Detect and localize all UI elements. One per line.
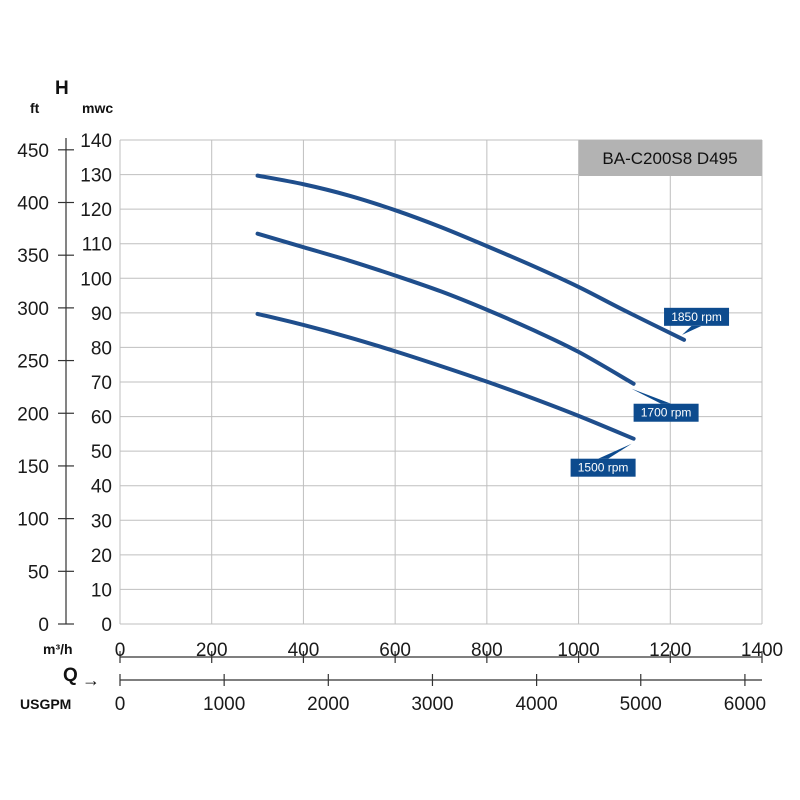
y-tick-label-ft: 50 bbox=[28, 562, 49, 583]
rpm-label-text: 1850 rpm bbox=[671, 310, 722, 324]
flow-symbol: Q bbox=[63, 665, 78, 686]
pump-curve bbox=[255, 231, 636, 386]
mwc-unit-label: mwc bbox=[82, 100, 113, 116]
x-tick-label-usgpm: 2000 bbox=[307, 694, 349, 715]
x-tick-label-usgpm: 3000 bbox=[411, 694, 453, 715]
y-tick-label-ft: 350 bbox=[17, 246, 49, 267]
y-tick-label-mwc: 80 bbox=[91, 338, 112, 359]
y-tick-label-ft: 250 bbox=[17, 352, 49, 373]
rpm-label-text: 1500 rpm bbox=[578, 461, 629, 475]
y-tick-label-mwc: 20 bbox=[91, 546, 112, 567]
y-tick-label-ft: 200 bbox=[17, 404, 49, 425]
x-tick-label-m3h: 800 bbox=[471, 640, 503, 661]
pump-curve bbox=[255, 311, 636, 441]
rpm-labels: 1850 rpm 1700 rpm 1500 rpm bbox=[570, 307, 730, 477]
y-tick-label-ft: 0 bbox=[38, 615, 49, 636]
x-tick-label-usgpm: 1000 bbox=[203, 694, 245, 715]
y-tick-label-mwc: 60 bbox=[91, 408, 112, 429]
axes bbox=[65, 138, 762, 681]
x-tick-label-usgpm: 4000 bbox=[515, 694, 557, 715]
rpm-label-pointer bbox=[682, 325, 702, 335]
pump-curves bbox=[255, 173, 687, 441]
rpm-label-pointer bbox=[631, 388, 672, 404]
flow-arrow-icon: → bbox=[82, 670, 100, 690]
y-tick-label-mwc: 0 bbox=[101, 615, 112, 636]
m3h-unit-label: m³/h bbox=[43, 641, 73, 657]
rpm-label-background bbox=[664, 307, 730, 326]
model-title: BA-C200S8 D495 bbox=[602, 149, 737, 168]
y-tick-label-ft: 400 bbox=[17, 194, 49, 215]
rpm-label-background bbox=[633, 403, 699, 422]
y-tick-label-ft: 100 bbox=[17, 510, 49, 531]
y-tick-label-mwc: 70 bbox=[91, 373, 112, 394]
head-symbol: H bbox=[55, 78, 69, 99]
ticks: 0102030405060708090100110120130140050100… bbox=[17, 131, 783, 715]
rpm-label-text: 1700 rpm bbox=[641, 406, 692, 420]
x-tick-label-usgpm: 0 bbox=[115, 694, 126, 715]
y-tick-label-mwc: 90 bbox=[91, 304, 112, 325]
rpm-label-pointer bbox=[598, 443, 632, 459]
y-tick-label-mwc: 110 bbox=[82, 235, 112, 256]
ft-unit-label: ft bbox=[30, 100, 40, 116]
rpm-label: 1850 rpm bbox=[664, 307, 730, 335]
x-tick-label-usgpm: 6000 bbox=[724, 694, 766, 715]
y-tick-label-mwc: 100 bbox=[80, 269, 112, 290]
x-tick-label-usgpm: 5000 bbox=[620, 694, 662, 715]
y-tick-label-mwc: 50 bbox=[91, 442, 112, 463]
y-tick-label-mwc: 30 bbox=[91, 511, 112, 532]
model-title-background bbox=[579, 140, 762, 176]
x-tick-label-m3h: 1200 bbox=[649, 640, 691, 661]
rpm-label-background bbox=[570, 458, 636, 477]
y-tick-label-ft: 150 bbox=[17, 457, 49, 478]
y-tick-label-mwc: 130 bbox=[80, 166, 112, 187]
y-tick-label-ft: 450 bbox=[17, 141, 49, 162]
y-tick-label-mwc: 10 bbox=[91, 580, 112, 601]
rpm-label: 1700 rpm bbox=[631, 388, 699, 422]
pump-curve bbox=[255, 173, 687, 342]
usgpm-unit-label: USGPM bbox=[20, 696, 71, 712]
x-tick-label-m3h: 400 bbox=[288, 640, 320, 661]
grid bbox=[119, 139, 763, 625]
x-tick-label-m3h: 600 bbox=[379, 640, 411, 661]
y-tick-label-mwc: 140 bbox=[80, 131, 112, 152]
x-tick-label-m3h: 0 bbox=[115, 640, 126, 661]
model-title-box: BA-C200S8 D495 bbox=[579, 140, 762, 176]
rpm-label: 1500 rpm bbox=[570, 443, 636, 477]
y-tick-label-mwc: 120 bbox=[80, 200, 112, 221]
x-tick-label-m3h: 200 bbox=[196, 640, 228, 661]
y-tick-label-mwc: 40 bbox=[91, 477, 112, 498]
x-tick-label-m3h: 1400 bbox=[741, 640, 783, 661]
y-tick-label-ft: 300 bbox=[17, 299, 49, 320]
x-tick-label-m3h: 1000 bbox=[557, 640, 599, 661]
